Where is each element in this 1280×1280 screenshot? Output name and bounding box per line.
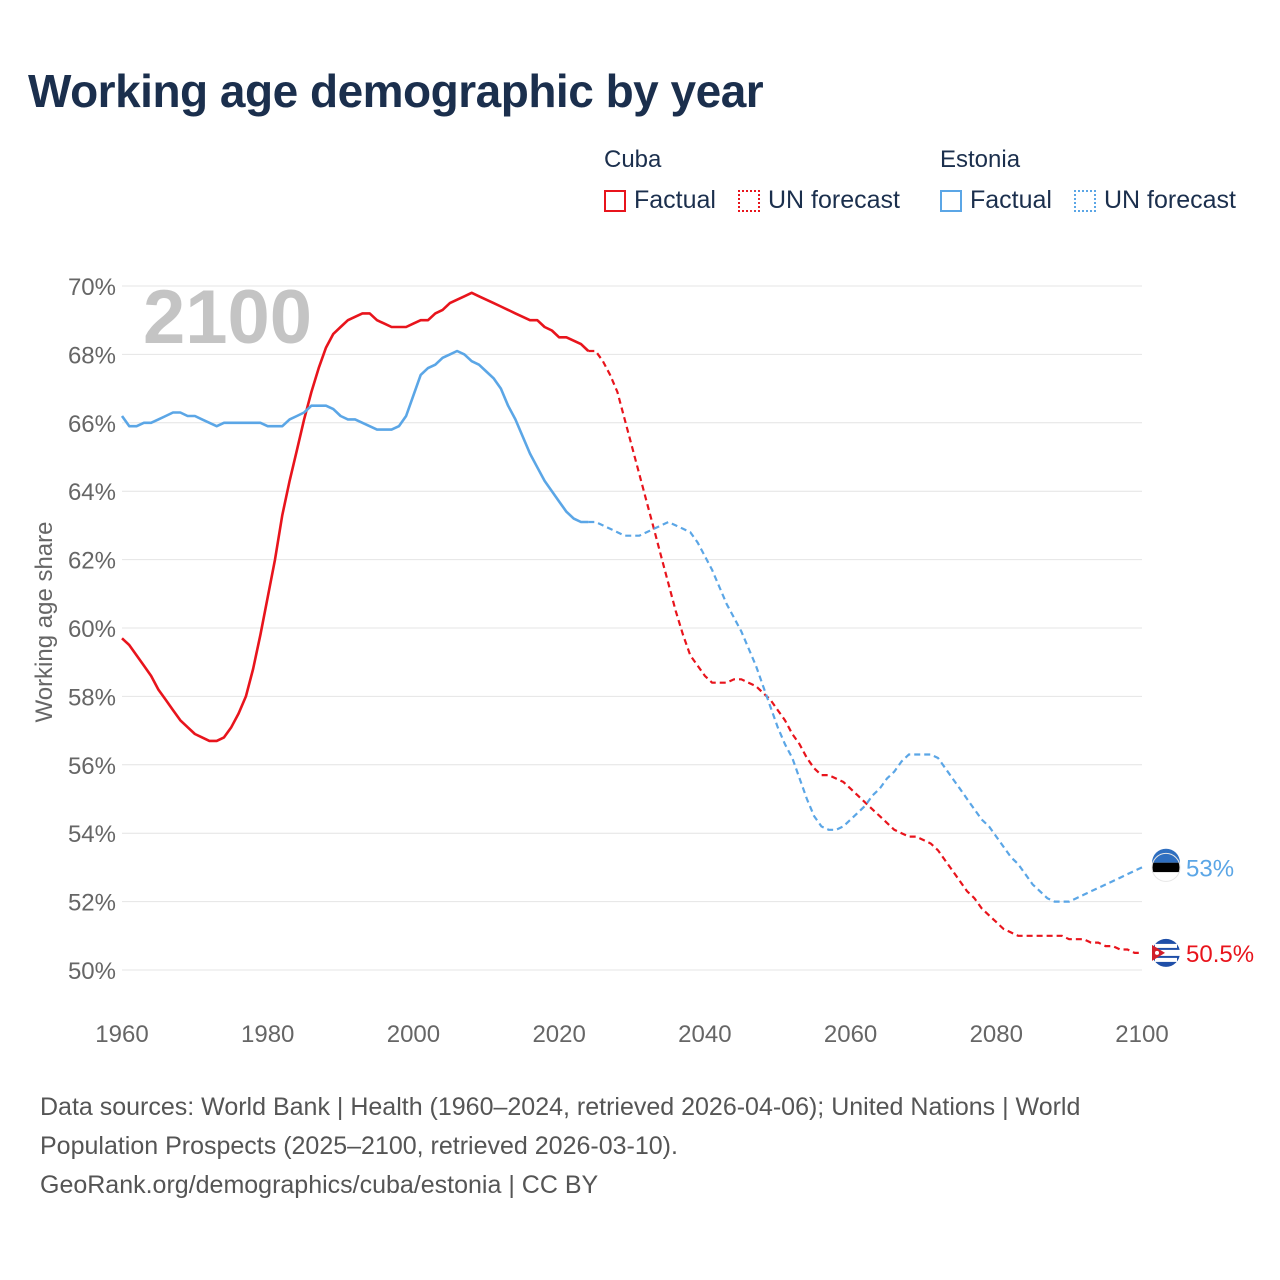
x-tick-label: 2100	[1115, 1021, 1168, 1048]
x-tick-label: 2000	[387, 1021, 440, 1048]
legend-cuba-forecast-swatch	[738, 189, 760, 212]
estonia-flag-blue-band	[1152, 848, 1181, 863]
x-tick-label: 1980	[241, 1021, 294, 1048]
footer-line-3[interactable]: GeoRank.org/demographics/cuba/estonia | …	[40, 1171, 599, 1199]
x-tick-label: 2080	[970, 1021, 1023, 1048]
cuba-forecast-line	[588, 349, 1142, 954]
cuba-end-value-label: 50.5%	[1186, 941, 1254, 968]
estonia-flag-outline	[1151, 852, 1181, 882]
estonia-flag-icon	[1151, 848, 1181, 882]
y-tick-label: 62%	[68, 548, 116, 575]
y-axis-label: Working age share	[31, 522, 58, 723]
footer-line-2: Population Prospects (2025–2100, retriev…	[40, 1132, 678, 1160]
y-tick-label: 68%	[68, 342, 116, 369]
cuba-flag-star	[1155, 950, 1159, 955]
cuba-factual-line	[121, 291, 590, 743]
y-tick-label: 56%	[68, 753, 116, 780]
y-tick-label: 50%	[68, 958, 116, 985]
gridlines	[122, 285, 1142, 971]
y-axis-ticks: 50% 52% 54% 56% 58% 60% 62% 64% 66% 68% 70%	[68, 274, 116, 985]
y-tick-label: 70%	[68, 274, 116, 301]
chart-title: Working age demographic by year	[28, 65, 764, 117]
series-lines	[120, 291, 1143, 954]
x-tick-label: 2040	[678, 1021, 731, 1048]
legend-cuba-forecast-label: UN forecast	[768, 186, 900, 214]
y-tick-label: 60%	[68, 616, 116, 643]
legend-estonia-forecast-label: UN forecast	[1104, 186, 1236, 214]
estonia-factual-line	[120, 349, 589, 524]
legend-estonia-factual-label: Factual	[970, 186, 1052, 214]
y-tick-label: 64%	[68, 479, 116, 506]
x-axis-ticks: 1960 1980 2000 2020 2040 2060 2080 2100	[95, 1021, 1168, 1048]
y-tick-label: 58%	[68, 684, 116, 711]
legend-cuba-factual-label: Factual	[634, 186, 716, 214]
legend-estonia-forecast-swatch	[1074, 189, 1096, 212]
y-tick-label: 54%	[68, 821, 116, 848]
footer-sources: Data sources: World Bank | Health (1960–…	[40, 1088, 1240, 1205]
cuba-flag-white-stripe	[1152, 949, 1180, 956]
estonia-forecast-line	[588, 520, 1143, 903]
y-tick-label: 66%	[68, 411, 116, 438]
legend-estonia-factual-swatch	[940, 189, 962, 212]
legend-estonia-forecast[interactable]: UN forecast	[1074, 186, 1236, 215]
cuba-flag-white-stripe	[1155, 957, 1177, 962]
y-tick-label: 52%	[68, 890, 116, 917]
x-tick-label: 2060	[824, 1021, 877, 1048]
legend-cuba-factual-swatch	[604, 189, 626, 212]
cuba-flag-icon	[1152, 938, 1180, 967]
estonia-flag-black-band	[1152, 862, 1180, 873]
x-tick-label: 1960	[95, 1021, 148, 1048]
year-watermark: 2100	[143, 275, 312, 360]
line-chart: 50%52%54%56%58%60%62%64%66%68%70% 1960 19…	[31, 274, 1254, 1048]
legend-cuba-title: Cuba	[604, 146, 662, 173]
cuba-flag-white-stripe	[1155, 943, 1177, 948]
footer-line-1: Data sources: World Bank | Health (1960–…	[40, 1093, 1081, 1121]
legend-estonia-factual[interactable]: Factual	[940, 186, 1052, 215]
legend-estonia-title: Estonia	[940, 146, 1021, 173]
estonia-end-value-label: 53%	[1186, 855, 1234, 882]
legend-cuba-factual[interactable]: Factual	[604, 186, 716, 215]
x-tick-label: 2020	[532, 1021, 585, 1048]
legend-cuba-forecast[interactable]: UN forecast	[738, 186, 900, 215]
series-end-markers: 50.5% 53%	[1151, 848, 1254, 968]
